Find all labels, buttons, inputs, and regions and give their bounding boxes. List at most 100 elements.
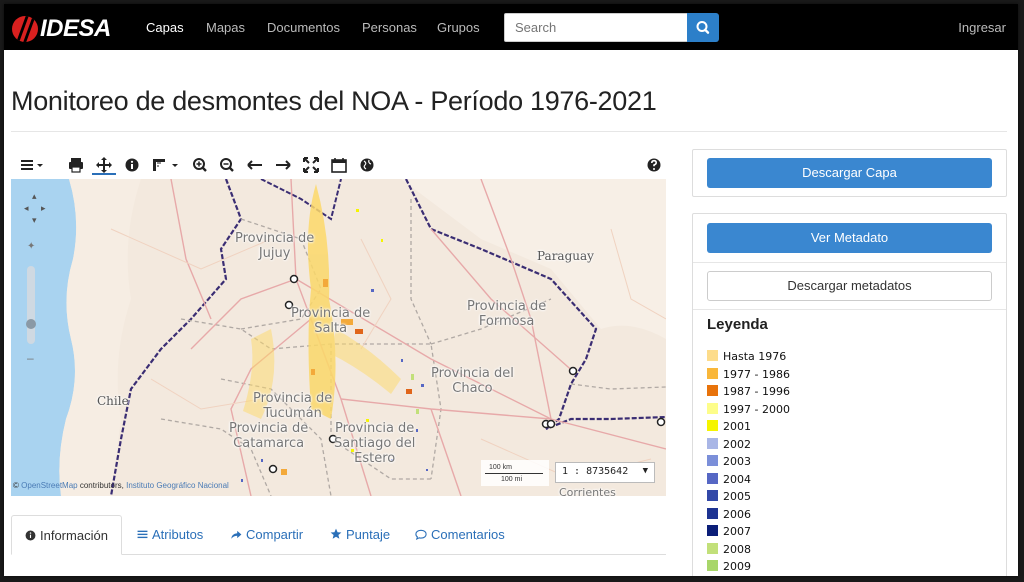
legend-item: 1987 - 1996 [707, 385, 790, 401]
tab-informacion[interactable]: Información [11, 515, 122, 555]
legend-label: 2003 [723, 455, 751, 468]
chevron-down-icon: ▼ [642, 466, 648, 476]
label-salta: Provincia de Salta [291, 306, 371, 336]
tab-puntaje[interactable]: Puntaje [330, 515, 390, 555]
printer-icon [69, 158, 83, 173]
measure-menu-button[interactable] [150, 155, 182, 175]
zoom-out-button[interactable] [217, 155, 237, 175]
zoom-slider[interactable] [27, 266, 35, 344]
zoom-slider-handle[interactable] [26, 319, 36, 329]
zoom-in-button[interactable] [190, 155, 210, 175]
legend-item: 2005 [707, 490, 751, 506]
share-icon [230, 527, 242, 542]
arrow-right-icon [276, 160, 291, 170]
time-slider-button[interactable] [329, 155, 349, 175]
label-jujuy: Provincia de Jujuy [235, 231, 315, 261]
legend-item: 2009 [707, 560, 751, 576]
legend-item: Hasta 1976 [707, 350, 786, 366]
legend-item: 2003 [707, 455, 751, 471]
tab-atributos[interactable]: Atributos [137, 515, 203, 555]
pan-right-icon[interactable]: ▸ [41, 203, 46, 213]
basemap-button[interactable] [357, 155, 377, 175]
zoom-in-icon [193, 158, 207, 172]
legend-item: 1997 - 2000 [707, 402, 790, 419]
nav-documentos[interactable]: Documentos [267, 20, 340, 35]
download-layer-button[interactable]: Descargar Capa [707, 158, 992, 188]
label-corrientes: Corrientes [559, 486, 616, 496]
pan-down-icon[interactable]: ▾ [32, 215, 37, 225]
info-icon [125, 158, 139, 172]
globe-icon [360, 158, 374, 172]
nav-capas[interactable]: Capas [146, 20, 184, 35]
zoom-out-icon [220, 158, 234, 172]
legend-swatch [707, 560, 718, 571]
map-basemap [11, 179, 666, 496]
legend-label: 2009 [723, 560, 751, 573]
map-attribution: © OpenStreetMap contributors, Instituto … [13, 481, 229, 490]
attribution-ign-link[interactable]: Instituto Geográfico Nacional [126, 481, 229, 490]
zoom-plus-icon[interactable]: ✦ [27, 241, 36, 252]
scale-select[interactable]: 1 : 8735642 ▼ [555, 462, 655, 483]
attribution-osm-link[interactable]: OpenStreetMap [21, 481, 78, 490]
pan-button[interactable] [92, 155, 116, 175]
help-button[interactable] [644, 155, 664, 175]
tab-atributos-label: Atributos [152, 527, 204, 542]
ruler-icon [153, 159, 178, 171]
label-paraguay: Paraguay [537, 249, 594, 263]
panel-divider [693, 262, 1006, 263]
legend-label: 2007 [723, 525, 751, 538]
tab-informacion-label: Información [40, 528, 108, 543]
legend-item: 2006 [707, 507, 751, 524]
next-extent-button[interactable] [273, 155, 293, 175]
arrow-left-icon [247, 160, 262, 170]
label-formosa: Provincia de Formosa [467, 299, 547, 329]
download-metadata-button[interactable]: Descargar metadatos [707, 271, 992, 301]
detail-tabs: Información Atributos Compartir Puntaje … [11, 515, 666, 555]
top-navbar: IDESA Capas Mapas Documentos Personas Gr… [4, 4, 1018, 50]
nav-mapas[interactable]: Mapas [206, 20, 246, 35]
legend-swatch [707, 542, 718, 554]
full-extent-button[interactable] [301, 155, 321, 175]
legend-label: Hasta 1976 [723, 350, 787, 363]
tab-comentarios-label: Comentarios [431, 527, 505, 542]
search-button[interactable] [687, 13, 719, 42]
label-tucuman: Provincia de Tucumán [253, 391, 333, 421]
title-divider [11, 131, 1007, 132]
print-button[interactable] [66, 155, 86, 175]
page-title: Monitoreo de desmontes del NOA - Período… [11, 86, 657, 116]
tab-comentarios[interactable]: Comentarios [415, 515, 505, 555]
legend-swatch [707, 455, 718, 466]
logo-text: IDESA [40, 15, 111, 42]
layers-menu-button[interactable] [19, 155, 49, 175]
legend-swatch [707, 437, 718, 449]
logo-mark-icon [12, 16, 38, 42]
legend-item: 2001 [707, 420, 751, 436]
scale-mi-label: 100 mi [501, 476, 523, 483]
login-link[interactable]: Ingresar [958, 20, 1006, 35]
pan-left-icon[interactable]: ◂ [24, 203, 29, 213]
tab-compartir-label: Compartir [246, 527, 304, 542]
map-toolbar [11, 151, 666, 179]
search-input[interactable] [504, 13, 688, 42]
label-chile: Chile [97, 394, 129, 408]
idesa-logo[interactable]: IDESA [12, 15, 111, 43]
legend-item: 2007 [707, 525, 751, 541]
label-santiago: Provincia de Santiago del Estero [334, 421, 416, 466]
download-panel: Descargar Capa [692, 149, 1007, 197]
question-icon [647, 158, 661, 172]
nav-personas[interactable]: Personas [362, 20, 417, 35]
map-viewer[interactable]: Provincia de Jujuy Provincia de Salta Pr… [11, 179, 666, 496]
previous-extent-button[interactable] [245, 155, 265, 175]
zoom-minus-icon[interactable]: – [27, 351, 34, 365]
info-button[interactable] [122, 155, 142, 175]
nav-grupos[interactable]: Grupos [437, 20, 480, 35]
scale-select-value: 1 : 8735642 [562, 466, 629, 477]
legend-swatch [707, 490, 718, 501]
pan-up-icon[interactable]: ▴ [32, 191, 37, 201]
view-metadata-button[interactable]: Ver Metadato [707, 223, 992, 253]
panel-divider-2 [693, 309, 1006, 310]
tab-compartir[interactable]: Compartir [230, 515, 303, 555]
scale-line [485, 473, 543, 474]
legend-label: 1987 - 1996 [723, 385, 790, 398]
legend-item: 1977 - 1986 [707, 367, 790, 384]
